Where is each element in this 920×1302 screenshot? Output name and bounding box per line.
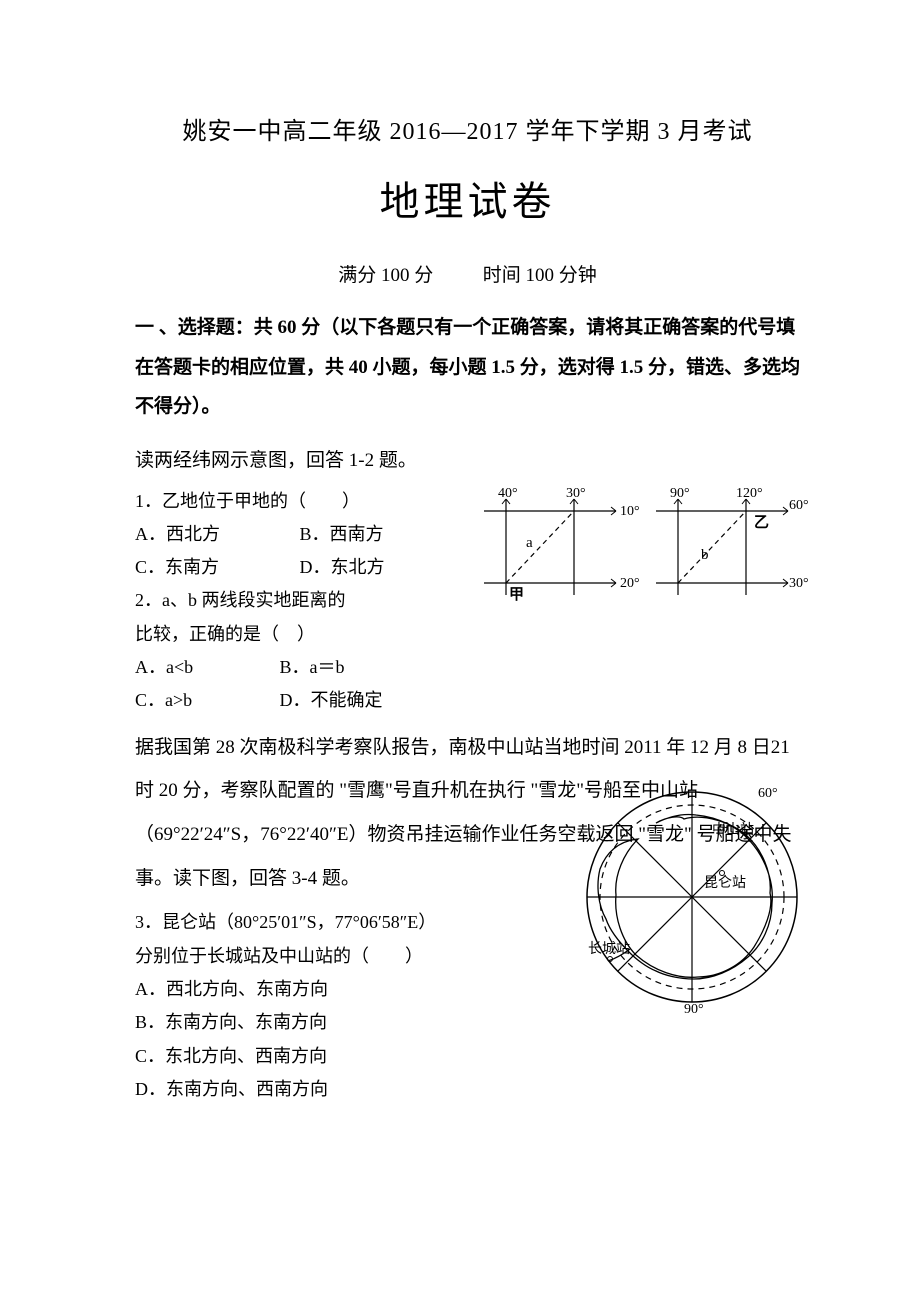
subtitle: 满分 100 分 时间 100 分钟 xyxy=(135,258,800,294)
q2-opt-a: A．a<b xyxy=(135,651,275,684)
fig1-a: a xyxy=(526,535,533,551)
fig2-30: 30° xyxy=(789,576,808,591)
q1-opt-b: B．西南方 xyxy=(300,518,384,551)
fig3-60: 60° xyxy=(758,786,778,801)
q3-stem1: 3．昆仑站（80°25′01″S，77°06′58″E） xyxy=(135,906,575,939)
q1-q2-block: 40° 30° 10° 20° a 甲 xyxy=(135,485,800,718)
q1-stem: 1．乙地位于甲地的（ ） xyxy=(135,485,455,518)
fig3-90: 90° xyxy=(684,1002,704,1015)
q1-opt-d: D．东北方 xyxy=(300,551,385,584)
q3-opt-d: D．东南方向、西南方向 xyxy=(135,1073,575,1106)
fig1-40: 40° xyxy=(498,486,518,501)
q3-opt-b: B．东南方向、东南方向 xyxy=(135,1006,575,1039)
q2-opt-d: D．不能确定 xyxy=(280,684,383,717)
fig3-cc: 长城站 xyxy=(588,941,630,957)
fig1-10: 10° xyxy=(620,504,640,519)
title-line2: 地理试卷 xyxy=(135,164,800,240)
antarctica-svg: 60° 90° 中山站 昆仑站 长城站 xyxy=(575,780,810,1015)
q1-opt-c: C．东南方 xyxy=(135,551,295,584)
q2-opt-c: C．a>b xyxy=(135,684,275,717)
figure-3: 60° 90° 中山站 昆仑站 长城站 xyxy=(575,780,810,1015)
section-1-header: 一 、选择题：共 60 分（以下各题只有一个正确答案，请将其正确答案的代号填在答… xyxy=(135,308,800,428)
figures-1-2: 40° 30° 10° 20° a 甲 xyxy=(458,483,808,611)
fig2-60: 60° xyxy=(789,498,808,513)
q3-opt-c: C．东北方向、西南方向 xyxy=(135,1040,575,1073)
q1-opt-a: A．西北方 xyxy=(135,518,295,551)
grid-diagrams-svg: 40° 30° 10° 20° a 甲 xyxy=(458,483,808,611)
fig2-b: b xyxy=(701,547,709,563)
title-line1: 姚安一中高二年级 2016—2017 学年下学期 3 月考试 xyxy=(135,110,800,156)
fig1-jia: 甲 xyxy=(509,586,524,603)
fig3-kl: 昆仑站 xyxy=(704,875,746,891)
fig2-90: 90° xyxy=(670,486,690,501)
q2-opt-b: B．a＝b xyxy=(280,651,345,684)
fig1-20: 20° xyxy=(620,576,640,591)
passage-1: 读两经纬网示意图，回答 1-2 题。 xyxy=(135,443,800,478)
fig1-30: 30° xyxy=(566,486,586,501)
time-limit: 时间 100 分钟 xyxy=(483,265,597,286)
q3-opt-a: A．西北方向、东南方向 xyxy=(135,973,575,1006)
q2-stem2: 比较，正确的是（ ） xyxy=(135,618,455,651)
full-score: 满分 100 分 xyxy=(338,265,433,286)
q3-stem2: 分别位于长城站及中山站的（ ） xyxy=(135,940,575,973)
fig2-120: 120° xyxy=(736,486,763,501)
q2-stem1: 2．a、b 两线段实地距离的 xyxy=(135,584,455,617)
fig3-zs: 中山站 xyxy=(712,822,754,838)
fig2-yi: 乙 xyxy=(754,515,769,531)
passage2-q3-block: 60° 90° 中山站 昆仑站 长城站 据我国第 28 次南极科学考察队报告，南… xyxy=(135,726,800,1107)
